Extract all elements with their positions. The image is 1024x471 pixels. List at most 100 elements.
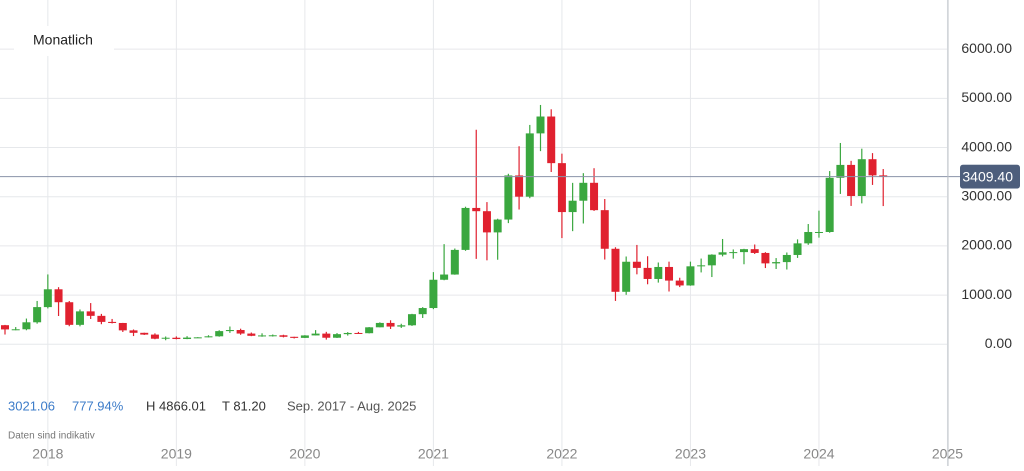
candle-body [686,266,695,286]
candle-body [547,116,556,164]
candle-body [129,330,138,333]
candle-body [825,177,834,232]
candle-body [290,336,299,338]
stat-price: 3021.06 [8,398,55,413]
candle-body [429,279,438,309]
candle-body [247,333,256,336]
candle-body [804,231,813,244]
candle-body [493,219,502,233]
stat-range: Sep. 2017 - Aug. 2025 [287,398,416,413]
y-tick-label: 4000.00 [961,138,1012,154]
candle-body [697,265,706,267]
last-price-box: 3409.40 [960,164,1020,189]
candle-body [183,337,192,340]
candle-body [118,322,127,331]
candle-body [22,322,31,330]
y-tick-label: 5000.00 [961,89,1012,105]
candle-body [836,164,845,178]
candle-body [354,332,363,334]
candle-body [311,333,320,336]
candle-body [750,249,759,253]
x-tick-label: 2024 [803,446,834,462]
candle-body [268,335,277,337]
candle-body [108,321,117,323]
candle-body [11,329,20,331]
candle-body [857,159,866,196]
y-tick-label: 0.00 [985,335,1012,351]
candle-body [793,243,802,255]
candle-body [761,252,770,264]
candle-body [300,335,309,338]
interval-box [14,26,114,56]
x-tick-label: 2025 [932,446,963,462]
x-tick-label: 2022 [546,446,577,462]
candle-body [868,159,877,176]
candle-body [161,337,170,339]
y-tick-label: 6000.00 [961,40,1012,56]
candle-body [718,252,727,255]
candle-body [386,322,395,327]
candle-body [568,200,577,213]
candle-body [707,254,716,266]
stat-change: 777.94% [72,398,124,413]
candle-body [632,261,641,268]
y-tick-label: 3000.00 [961,187,1012,203]
candle-body [536,116,545,134]
candle-body [461,207,470,250]
candle-body [739,249,748,253]
candle-body [557,163,566,213]
candle-body [440,274,449,280]
candle-body [450,249,459,275]
disclaimer: Daten sind indikativ [8,431,95,442]
last-price-bg [960,164,1020,189]
candle-body [579,182,588,201]
candle-body [236,330,245,334]
candle-body [140,332,149,335]
candle-body [258,335,267,337]
x-tick-label: 2020 [289,446,320,462]
stat-high: H 4866.01 [146,398,206,413]
axis-labels: 0.00 1000.00 2000.00 3000.00 4000.00 5000.00 6… [32,40,1012,462]
candle-body [600,210,609,249]
candle-body [343,332,352,335]
candle-body [204,336,213,338]
candle-body [97,315,106,322]
candle-body [65,302,74,325]
x-tick-label: 2021 [418,446,449,462]
candle-body [322,333,331,338]
candle-body [525,133,534,197]
candle-body [590,182,599,211]
candle-body [675,280,684,286]
candle-body [397,325,406,327]
candle-body [515,175,524,197]
candle-body [611,248,620,292]
candle-body [1,325,9,330]
last-price-label: 3409.40 [962,168,1013,184]
y-tick-label: 2000.00 [961,237,1012,253]
candle-body [279,335,288,337]
candle-body [215,331,224,337]
candle-body [654,266,663,279]
candle-body [482,211,491,233]
candle-body [782,254,791,263]
candle-body [193,337,202,339]
candle-body [504,175,513,220]
candle-body [365,327,374,334]
candle-body [375,322,384,328]
candle-body [847,164,856,196]
candle-body [54,289,63,303]
candle-body [772,262,781,264]
candle-body [150,334,159,339]
y-tick-label: 1000.00 [961,286,1012,302]
candle-body [879,175,888,177]
candle-body [43,289,52,308]
candle-body [472,207,481,212]
candle-body [75,311,84,325]
candle-body [622,261,631,292]
candle-body [33,307,42,323]
candles [0,104,960,341]
interval-label: Monatlich [33,32,93,48]
candle-body [407,314,416,326]
candle-body [665,266,674,281]
candle-body [814,231,823,233]
